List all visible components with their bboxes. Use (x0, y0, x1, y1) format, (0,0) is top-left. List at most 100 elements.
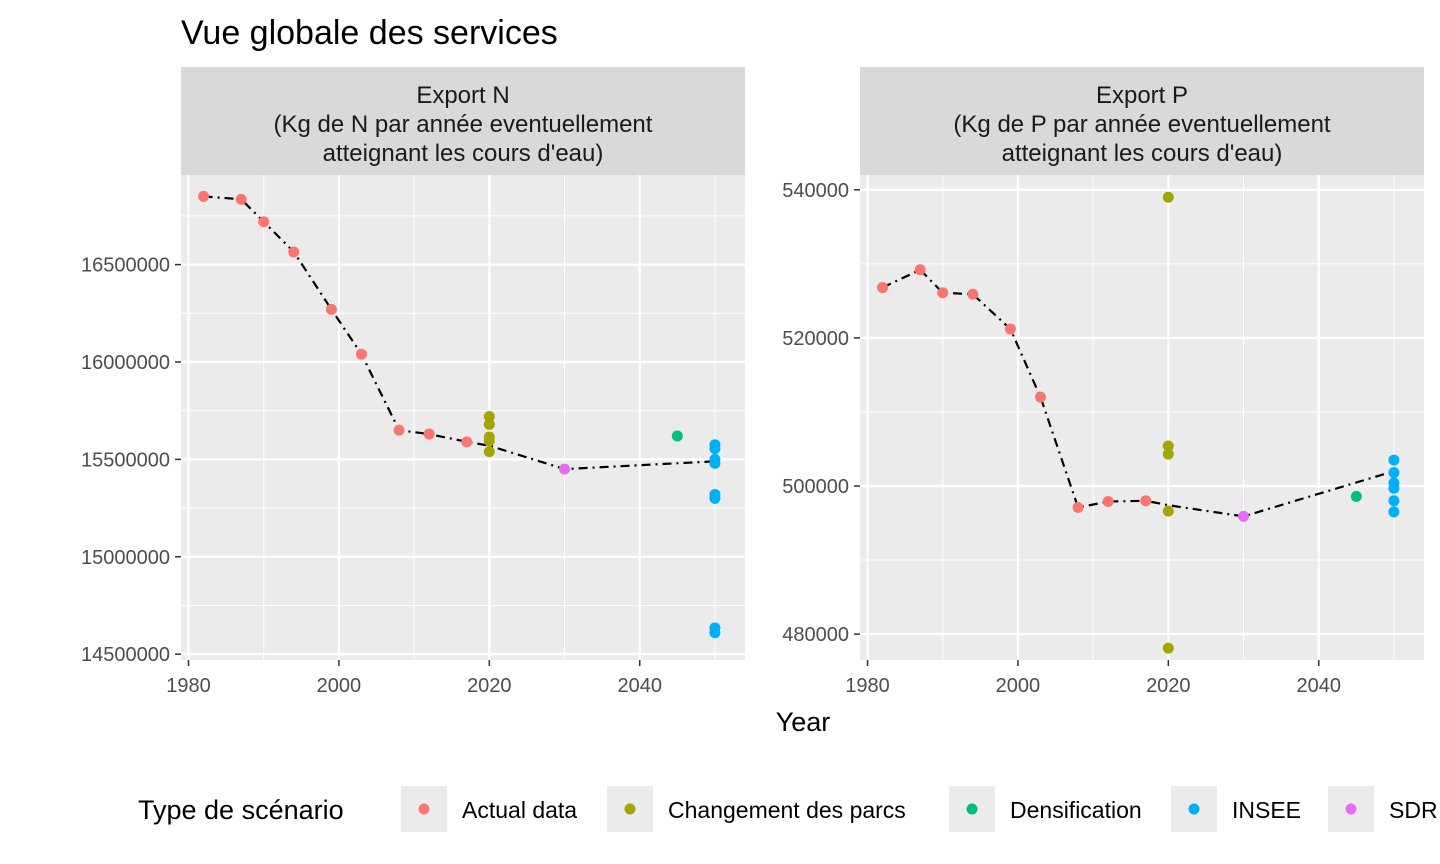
legend-key-marker (1345, 803, 1357, 815)
x-tick-label: 1980 (166, 675, 211, 697)
series-sdr (559, 463, 571, 475)
data-point (198, 190, 210, 202)
data-point (1162, 440, 1174, 452)
facet-strip-label-P-1: (Kg de P par année eventuellement (953, 111, 1330, 138)
series-changement-des-parcs (1162, 191, 1174, 654)
facet-strip-label-P-2: atteignant les cours d'eau) (1002, 140, 1283, 167)
y-tick-label: 520000 (782, 328, 849, 350)
x-tick-label: 2040 (1296, 675, 1341, 697)
data-point (461, 436, 473, 448)
x-tick-label: 2000 (996, 675, 1041, 697)
data-point (393, 424, 405, 436)
y-tick-label: 500000 (782, 476, 849, 498)
data-point (1388, 454, 1400, 466)
data-point (258, 216, 270, 228)
data-point (1388, 467, 1400, 479)
series-actual-data (198, 190, 473, 448)
data-point (483, 435, 495, 447)
legend-item-label: Densification (1010, 797, 1142, 823)
data-point (1388, 506, 1400, 518)
x-tick-label: 2020 (467, 675, 512, 697)
facet-strip-label-N-1: (Kg de N par année eventuellement (274, 111, 653, 138)
legend-item-densification: Densification (949, 786, 1142, 832)
legend-item-label: Changement des parcs (668, 797, 906, 823)
legend-key-marker (624, 803, 636, 815)
data-point (1388, 482, 1400, 494)
data-point (1072, 501, 1084, 513)
legend-item-label: Actual data (462, 797, 577, 823)
y-tick-label: 540000 (782, 180, 849, 202)
data-point (709, 443, 721, 455)
legend-item-changement-des-parcs: Changement des parcs (607, 786, 906, 832)
y-tick-label: 16500000 (81, 255, 170, 277)
x-tick-label: 2020 (1146, 675, 1191, 697)
legend: Type de scénario Actual data Changement d… (138, 786, 1438, 832)
x-axis-title: Year (776, 707, 831, 737)
data-point (355, 348, 367, 360)
data-point (1238, 510, 1250, 522)
x-tick-label: 2040 (617, 675, 662, 697)
legend-key-marker (1188, 803, 1200, 815)
series-insee (709, 439, 721, 639)
data-point (235, 193, 247, 205)
data-point (1140, 495, 1152, 507)
data-point (1350, 490, 1362, 502)
legend-key-marker (418, 803, 430, 815)
y-tick-label: 16000000 (81, 352, 170, 374)
data-point (559, 463, 571, 475)
data-point (671, 430, 683, 442)
x-tick-label: 2000 (317, 675, 362, 697)
data-point (1388, 495, 1400, 507)
legend-title: Type de scénario (138, 795, 344, 825)
y-tick-label: 15000000 (81, 547, 170, 569)
series-densification (1350, 490, 1362, 502)
data-point (877, 282, 889, 294)
data-point (709, 457, 721, 469)
data-point (423, 428, 435, 440)
legend-item-label: INSEE (1232, 797, 1301, 823)
plot-background-N (181, 175, 745, 660)
series-changement-des-parcs (483, 411, 495, 458)
facet-strip-N (181, 67, 745, 175)
data-point (288, 246, 300, 258)
data-point (967, 288, 979, 300)
facet-strip-label-P-0: Export P (1096, 82, 1188, 109)
data-point (483, 446, 495, 458)
data-point (709, 492, 721, 504)
legend-key-marker (966, 803, 978, 815)
data-point (1004, 323, 1016, 335)
series-insee (1388, 454, 1400, 518)
facet-strip-label-N-2: atteignant les cours d'eau) (323, 140, 604, 167)
data-point (914, 264, 926, 276)
facet-strip-label-N-0: Export N (416, 82, 509, 109)
data-point (1102, 496, 1114, 508)
data-point (1162, 448, 1174, 460)
series-densification (671, 430, 683, 442)
y-tick-label: 480000 (782, 624, 849, 646)
facet-strip-P (860, 67, 1424, 175)
legend-item-insee: INSEE (1171, 786, 1301, 832)
data-point (1034, 391, 1046, 403)
data-point (325, 303, 337, 315)
y-tick-label: 14500000 (81, 644, 170, 666)
data-point (483, 411, 495, 423)
data-point (1162, 191, 1174, 203)
legend-item-label: SDR (1389, 797, 1438, 823)
panel-N: Export N(Kg de N par année eventuellemen… (81, 67, 745, 697)
panel-P: Export P(Kg de P par année eventuellemen… (782, 67, 1424, 697)
plot-background-P (860, 175, 1424, 660)
facet-panels: Export N(Kg de N par année eventuellemen… (81, 67, 1424, 697)
series-sdr (1238, 510, 1250, 522)
chart-title: Vue globale des services (181, 14, 558, 52)
series-actual-data (877, 264, 1152, 513)
legend-item-sdr: SDR (1328, 786, 1438, 832)
x-tick-label: 1980 (845, 675, 890, 697)
data-point (483, 418, 495, 430)
data-point (1162, 642, 1174, 654)
data-point (937, 287, 949, 299)
data-point (709, 627, 721, 639)
y-tick-label: 15500000 (81, 449, 170, 471)
data-point (1162, 505, 1174, 517)
legend-item-actual-data: Actual data (401, 786, 577, 832)
